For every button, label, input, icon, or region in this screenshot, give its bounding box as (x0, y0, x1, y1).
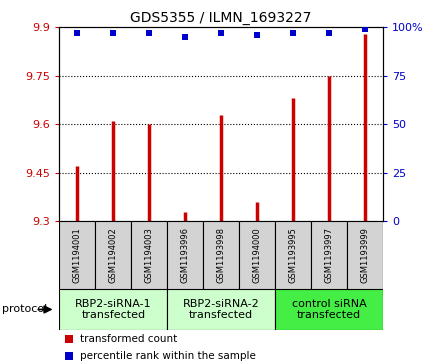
Bar (311, 221, 347, 289)
Text: GSM1194001: GSM1194001 (73, 227, 82, 283)
Text: transformed count: transformed count (81, 334, 178, 344)
Text: GSM1193996: GSM1193996 (181, 227, 190, 283)
Text: GSM1194000: GSM1194000 (253, 227, 261, 283)
Bar (131, 221, 167, 289)
Text: protocol: protocol (2, 305, 48, 314)
Text: RBP2-siRNA-1
transfected: RBP2-siRNA-1 transfected (75, 299, 152, 320)
Text: GSM1194003: GSM1194003 (145, 227, 154, 283)
Bar (59, 289, 167, 330)
Bar (347, 221, 383, 289)
Text: GSM1194002: GSM1194002 (109, 227, 118, 283)
Text: GSM1193997: GSM1193997 (324, 227, 334, 283)
Title: GDS5355 / ILMN_1693227: GDS5355 / ILMN_1693227 (130, 11, 312, 25)
Bar (59, 221, 95, 289)
Bar (239, 221, 275, 289)
Text: percentile rank within the sample: percentile rank within the sample (81, 351, 256, 361)
Bar (275, 289, 383, 330)
Bar (167, 221, 203, 289)
Text: GSM1193995: GSM1193995 (289, 227, 297, 283)
Text: RBP2-siRNA-2
transfected: RBP2-siRNA-2 transfected (183, 299, 260, 320)
Bar (203, 221, 239, 289)
Bar (167, 289, 275, 330)
Bar (275, 221, 311, 289)
Bar (95, 221, 131, 289)
Text: control siRNA
transfected: control siRNA transfected (292, 299, 366, 320)
Text: GSM1193999: GSM1193999 (360, 227, 369, 283)
Text: GSM1193998: GSM1193998 (216, 227, 226, 283)
